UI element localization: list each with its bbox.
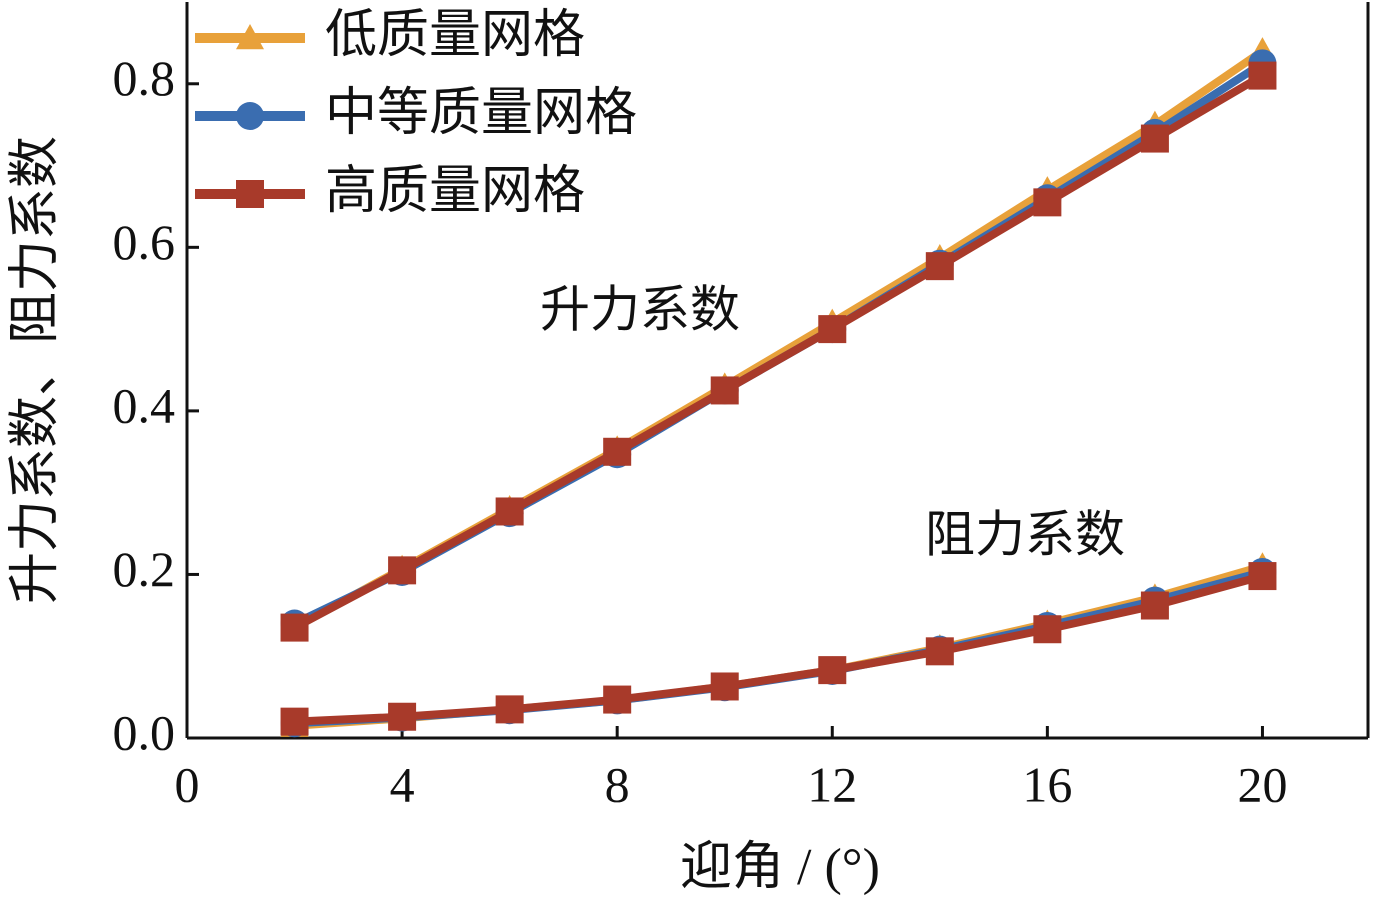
marker <box>818 315 847 344</box>
series-line <box>292 72 1265 632</box>
y-tick-label: 0.6 <box>113 214 176 270</box>
marker <box>603 685 632 714</box>
marker <box>925 252 954 281</box>
x-tick-label: 16 <box>1022 756 1072 812</box>
marker <box>280 707 309 736</box>
y-tick-label: 0.4 <box>113 377 176 433</box>
x-tick-label: 4 <box>390 756 415 812</box>
marker <box>1140 591 1169 620</box>
marker <box>1248 61 1277 90</box>
marker <box>388 702 417 731</box>
legend-label: 中等质量网格 <box>325 85 637 142</box>
lift-annotation: 升力系数 <box>540 281 740 337</box>
marker <box>280 613 309 642</box>
x-tick-label: 0 <box>175 756 200 812</box>
marker <box>1033 615 1062 644</box>
marker <box>710 672 739 701</box>
x-tick-label: 20 <box>1237 756 1287 812</box>
marker <box>925 637 954 666</box>
marker <box>710 376 739 405</box>
marker <box>236 180 264 208</box>
marker <box>1248 562 1277 591</box>
series-line <box>294 562 1264 730</box>
marker <box>236 102 264 130</box>
series-line <box>294 572 1264 726</box>
legend-label: 低质量网格 <box>325 7 585 64</box>
marker <box>236 24 264 50</box>
y-tick-label: 0.0 <box>113 704 176 760</box>
marker <box>388 556 417 585</box>
legend-label: 高质量网格 <box>325 163 585 220</box>
x-axis-label: 迎角 / (°) <box>680 839 880 896</box>
marker <box>818 656 847 685</box>
y-tick-label: 0.2 <box>113 541 176 597</box>
series-line <box>294 568 1264 728</box>
x-tick-label: 12 <box>807 756 857 812</box>
marker <box>603 437 632 466</box>
marker <box>495 497 524 526</box>
y-tick-label: 0.8 <box>113 50 176 106</box>
marker <box>495 695 524 724</box>
y-axis-label: 升力系数、阻力系数 <box>7 136 64 604</box>
marker <box>1033 188 1062 217</box>
marker <box>1140 124 1169 153</box>
x-tick-label: 8 <box>605 756 630 812</box>
drag-annotation: 阻力系数 <box>925 506 1125 562</box>
